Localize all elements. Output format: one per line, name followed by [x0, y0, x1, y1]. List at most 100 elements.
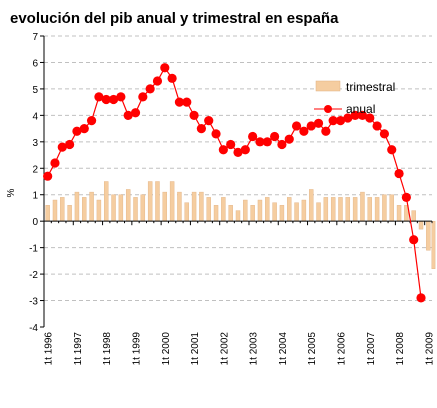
axes	[40, 35, 433, 328]
bar-1998Q2	[111, 194, 116, 222]
line-series-anual	[43, 63, 426, 303]
x-tick-label: 1t 2006	[336, 332, 347, 366]
chart-title: evolución del pib anual y trimestral en …	[10, 10, 339, 27]
anual-point-2004Q3	[291, 121, 302, 131]
bar-2001Q2	[199, 191, 204, 222]
anual-point-2003Q2	[255, 137, 265, 147]
bar-2007Q4	[389, 194, 394, 222]
y-tick-label: 0	[32, 217, 38, 228]
legend-marker-anual	[324, 105, 332, 113]
bar-2002Q4	[243, 199, 248, 222]
bar-2005Q3	[323, 197, 329, 222]
y-tick-labels: -4 -3 -2 -1 0 1 2 3 4 5 6 7	[29, 32, 38, 334]
bar-2005Q4	[330, 197, 336, 222]
bar-2006Q2	[345, 197, 351, 222]
anual-point-1997Q1	[72, 126, 82, 136]
anual-point-2003Q3	[262, 137, 272, 147]
anual-point-2008Q4	[416, 293, 426, 303]
anual-point-2008Q1	[394, 168, 404, 179]
anual-point-2005Q3	[321, 126, 331, 136]
anual-point-2002Q3	[233, 147, 243, 157]
bar-2004Q1	[279, 205, 285, 222]
bar-1996Q2	[52, 199, 58, 222]
bar-1998Q1	[104, 181, 109, 222]
bar-1996Q3	[60, 197, 65, 222]
anual-point-2000Q2	[167, 73, 177, 83]
x-tick-label: 1t 1998	[102, 332, 113, 366]
legend: trimestral anual	[314, 80, 395, 116]
anual-point-2004Q4	[299, 126, 309, 136]
anual-point-1996Q4	[65, 139, 75, 150]
bar-1998Q3	[118, 194, 124, 222]
anual-point-2006Q4	[357, 110, 368, 120]
bar-1998Q4	[125, 189, 131, 222]
bar-1996Q1	[45, 205, 50, 222]
anual-point-2000Q1	[160, 63, 170, 73]
anual-point-2003Q1	[248, 131, 258, 142]
x-tick-label: 1t 1997	[73, 332, 84, 366]
anual-point-2005Q2	[313, 118, 324, 128]
bar-2000Q1	[162, 191, 168, 222]
anual-point-2006Q2	[343, 113, 353, 123]
anual-point-1998Q1	[101, 94, 111, 105]
legend-label-anual: anual	[346, 102, 375, 116]
bar-2004Q3	[294, 202, 299, 222]
bar-2006Q4	[360, 191, 365, 222]
anual-point-2002Q4	[240, 145, 250, 155]
bar-1997Q1	[74, 191, 80, 222]
anual-point-2007Q2	[372, 121, 382, 131]
bar-2007Q2	[374, 197, 380, 222]
bar-1997Q3	[89, 191, 94, 222]
anual-point-2002Q2	[226, 139, 236, 150]
bar-1997Q4	[96, 199, 102, 222]
bar-2002Q2	[228, 205, 233, 222]
anual-point-1999Q4	[152, 76, 163, 86]
anual-point-1996Q1	[43, 171, 53, 181]
y-tick-label: 7	[32, 32, 38, 43]
anual-point-1999Q1	[130, 108, 141, 118]
bar-2003Q1	[250, 205, 255, 222]
bar-2001Q1	[191, 191, 197, 222]
bar-2008Q3	[411, 210, 416, 222]
anual-point-2004Q1	[277, 139, 287, 150]
legend-label-trimestral: trimestral	[346, 80, 395, 94]
bar-2005Q1	[308, 189, 314, 222]
x-tick-label: 1t 1999	[132, 332, 143, 366]
anual-point-2008Q3	[409, 235, 419, 245]
bar-2000Q4	[184, 202, 189, 222]
bar-2000Q2	[169, 181, 175, 222]
x-tick-labels: 1t 1996 1t 1997 1t 1998 1t 1999 1t 2000 1t 20…	[44, 332, 436, 366]
anual-point-1996Q2	[50, 158, 60, 168]
x-tick-label: 1t 1996	[44, 332, 55, 366]
anual-point-2004Q2	[284, 134, 294, 144]
x-tick-label: 1t 2003	[249, 332, 260, 366]
anual-point-1996Q3	[57, 142, 67, 152]
grid-lines	[44, 35, 432, 302]
anual-point-2002Q1	[218, 145, 228, 155]
bar-2000Q3	[177, 191, 182, 222]
anual-point-2001Q3	[204, 116, 214, 126]
anual-point-2003Q4	[270, 131, 280, 142]
anual-point-1998Q3	[116, 92, 126, 102]
anual-point-2007Q3	[379, 129, 390, 139]
bar-2007Q1	[367, 197, 372, 222]
x-tick-label: 1t 2007	[366, 332, 377, 366]
bar-2006Q3	[352, 197, 358, 222]
anual-point-1998Q2	[108, 94, 119, 105]
y-tick-label: 6	[32, 58, 38, 69]
anual-point-2005Q4	[328, 116, 338, 126]
bar-1999Q1	[133, 197, 138, 222]
anual-point-2006Q3	[350, 110, 360, 120]
anual-point-2001Q2	[196, 123, 206, 134]
anual-point-2007Q4	[387, 145, 397, 155]
bar-2003Q3	[265, 197, 270, 222]
anual-point-1997Q2	[79, 123, 89, 134]
bar-1997Q2	[82, 197, 87, 222]
anual-point-2000Q4	[182, 97, 192, 107]
bar-1999Q3	[147, 181, 153, 222]
anual-point-1998Q4	[123, 110, 133, 120]
x-tick-label: 1t 2008	[395, 332, 406, 366]
bar-2005Q2	[316, 202, 321, 222]
anual-point-2001Q1	[189, 110, 199, 120]
bar-2006Q1	[338, 197, 343, 222]
